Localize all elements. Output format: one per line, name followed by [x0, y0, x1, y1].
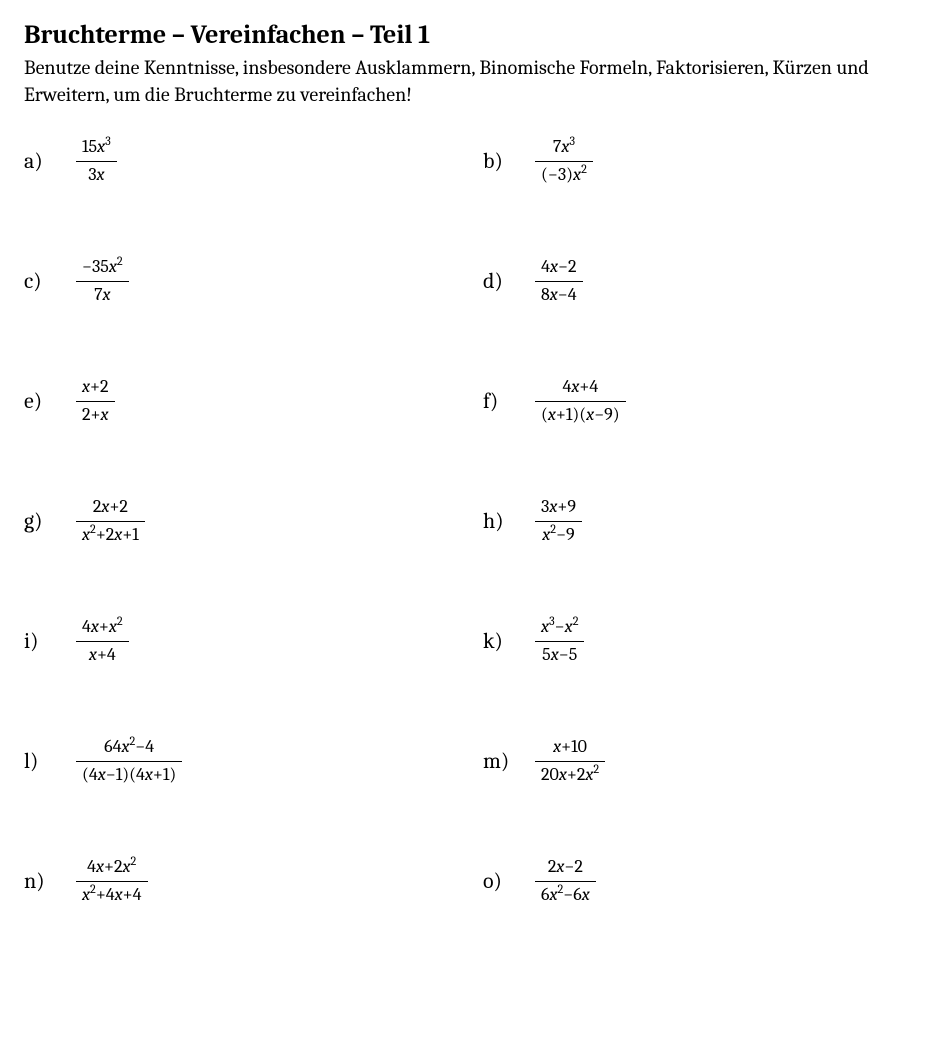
denominator: (x+1)(x−9): [535, 402, 626, 427]
problem-label: b): [483, 148, 529, 174]
denominator: 8x−4: [535, 282, 583, 307]
denominator: (4x−1)(4x+1): [76, 762, 182, 787]
numerator: 4x+4: [535, 376, 626, 402]
problem: h)3x+9x2−9: [483, 496, 922, 546]
numerator: x3−x2: [535, 616, 584, 642]
problem-grid: a)15x33x b)7x3(−3)x2 c)−35x27x d)4x−28x−4 e)…: [24, 136, 922, 906]
problem: i)4x+x2x+4: [24, 616, 463, 666]
problem-label: i): [24, 628, 70, 654]
fraction: −35x27x: [76, 256, 129, 306]
denominator: x2+4x+4: [76, 882, 148, 907]
fraction: 4x+4(x+1)(x−9): [535, 376, 626, 426]
fraction: 7x3(−3)x2: [535, 136, 593, 186]
problem: n)4x+2x2x2+4x+4: [24, 856, 463, 906]
denominator: (−3)x2: [535, 162, 593, 187]
numerator: 4x−2: [535, 256, 583, 282]
fraction: x3−x25x−5: [535, 616, 584, 666]
denominator: 20x+2x2: [535, 762, 605, 787]
problem: d)4x−28x−4: [483, 256, 922, 306]
problem: c)−35x27x: [24, 256, 463, 306]
denominator: 7x: [76, 282, 129, 307]
problem-label: k): [483, 628, 529, 654]
fraction: 2x−26x2−6x: [535, 856, 596, 906]
numerator: 4x+2x2: [76, 856, 148, 882]
fraction: x+22+x: [76, 376, 115, 426]
numerator: x+10: [535, 736, 605, 762]
denominator: 2+x: [76, 402, 115, 427]
denominator: x2−9: [535, 522, 582, 547]
problem: e)x+22+x: [24, 376, 463, 426]
numerator: −35x2: [76, 256, 129, 282]
denominator: 3x: [76, 162, 117, 187]
numerator: 64x2−4: [76, 736, 182, 762]
problem-label: m): [483, 748, 529, 774]
problem-label: h): [483, 508, 529, 534]
problem: m)x+1020x+2x2: [483, 736, 922, 786]
numerator: 7x3: [535, 136, 593, 162]
problem-label: a): [24, 148, 70, 174]
numerator: 4x+x2: [76, 616, 129, 642]
intro-text: Benutze deine Kenntnisse, insbesondere A…: [24, 54, 922, 108]
fraction: 4x+2x2x2+4x+4: [76, 856, 148, 906]
problem-label: d): [483, 268, 529, 294]
numerator: 2x−2: [535, 856, 596, 882]
fraction: 64x2−4(4x−1)(4x+1): [76, 736, 182, 786]
denominator: x2+2x+1: [76, 522, 145, 547]
denominator: 5x−5: [535, 642, 584, 667]
fraction: 4x−28x−4: [535, 256, 583, 306]
problem: k)x3−x25x−5: [483, 616, 922, 666]
page-title: Bruchterme – Vereinfachen – Teil 1: [24, 20, 922, 50]
fraction: x+1020x+2x2: [535, 736, 605, 786]
fraction: 2x+2x2+2x+1: [76, 496, 145, 546]
numerator: 15x3: [76, 136, 117, 162]
problem: a)15x33x: [24, 136, 463, 186]
denominator: x+4: [76, 642, 129, 667]
denominator: 6x2−6x: [535, 882, 596, 907]
fraction: 15x33x: [76, 136, 117, 186]
problem-label: n): [24, 868, 70, 894]
problem: l)64x2−4(4x−1)(4x+1): [24, 736, 463, 786]
problem: b)7x3(−3)x2: [483, 136, 922, 186]
numerator: 3x+9: [535, 496, 582, 522]
problem-label: e): [24, 388, 70, 414]
numerator: 2x+2: [76, 496, 145, 522]
problem: g)2x+2x2+2x+1: [24, 496, 463, 546]
problem: o)2x−26x2−6x: [483, 856, 922, 906]
problem-label: c): [24, 268, 70, 294]
fraction: 4x+x2x+4: [76, 616, 129, 666]
problem-label: g): [24, 508, 70, 534]
fraction: 3x+9x2−9: [535, 496, 582, 546]
problem-label: f): [483, 388, 529, 414]
problem-label: o): [483, 868, 529, 894]
numerator: x+2: [76, 376, 115, 402]
problem: f)4x+4(x+1)(x−9): [483, 376, 922, 426]
problem-label: l): [24, 748, 70, 774]
